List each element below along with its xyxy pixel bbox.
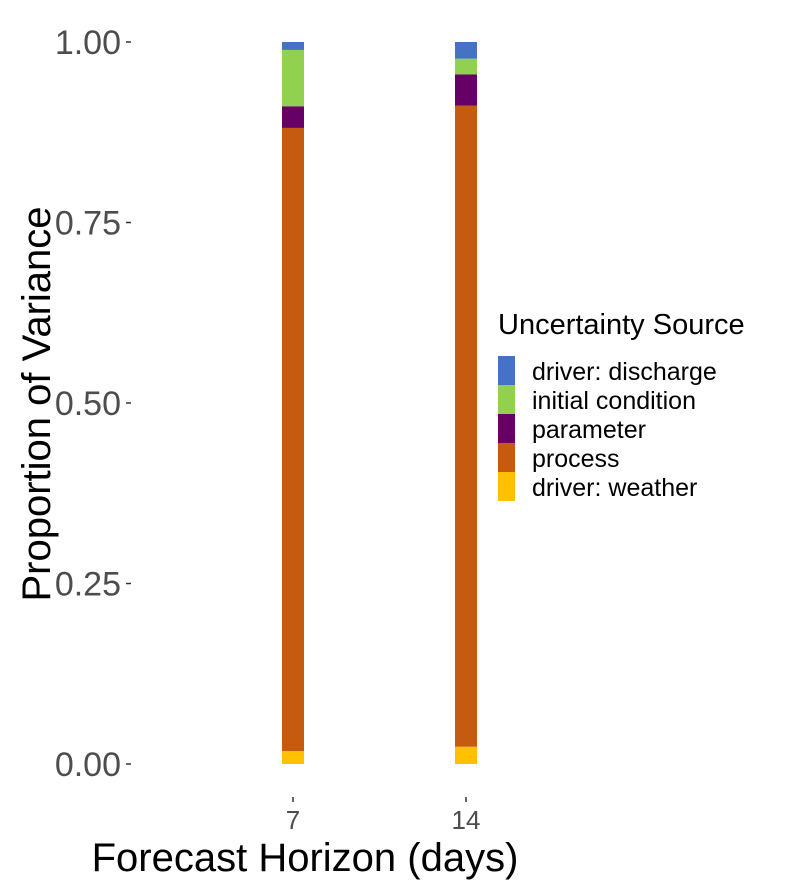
legend-label: initial condition (532, 387, 696, 415)
bar-segment-initial-condition-7 (282, 49, 304, 107)
bar-segment-process-14 (455, 105, 477, 747)
y-tick-label: 1.00 (55, 24, 121, 62)
legend-swatch (498, 385, 515, 414)
bar-segment-driver-discharge-7 (282, 42, 304, 50)
bar-segment-process-7 (282, 127, 304, 752)
legend-swatch (498, 472, 515, 501)
legend-label: parameter (532, 416, 646, 444)
x-axis: 7 14 (286, 797, 481, 835)
bar-segment-driver-weather-7 (282, 751, 304, 764)
legend: Uncertainty Source driver: dischargeinit… (498, 309, 745, 502)
y-tick-label: 0.00 (55, 746, 121, 784)
legend-swatch (498, 414, 515, 443)
y-tick-label: 0.25 (55, 566, 121, 604)
bar-segment-parameter-14 (455, 74, 477, 106)
x-tick-label: 14 (452, 805, 481, 835)
bar-segment-driver-weather-14 (455, 746, 477, 764)
legend-swatch (498, 356, 515, 385)
y-tick-label: 0.50 (55, 385, 121, 423)
legend-label: process (532, 445, 620, 473)
legend-label: driver: weather (532, 474, 697, 502)
x-axis-title: Forecast Horizon (days) (92, 836, 519, 880)
y-tick-label: 0.75 (55, 205, 121, 243)
legend-swatch (498, 443, 515, 472)
y-axis: 0.00 0.25 0.50 0.75 1.00 (55, 24, 131, 784)
bar-segment-initial-condition-14 (455, 58, 477, 75)
bar-segment-parameter-7 (282, 106, 304, 128)
y-axis-title: Proportion of Variance (15, 206, 59, 601)
legend-title: Uncertainty Source (498, 309, 745, 341)
bar-segment-driver-discharge-14 (455, 42, 477, 59)
legend-label: driver: discharge (532, 358, 717, 386)
plot-area (282, 42, 477, 764)
x-tick-label: 7 (286, 805, 300, 835)
